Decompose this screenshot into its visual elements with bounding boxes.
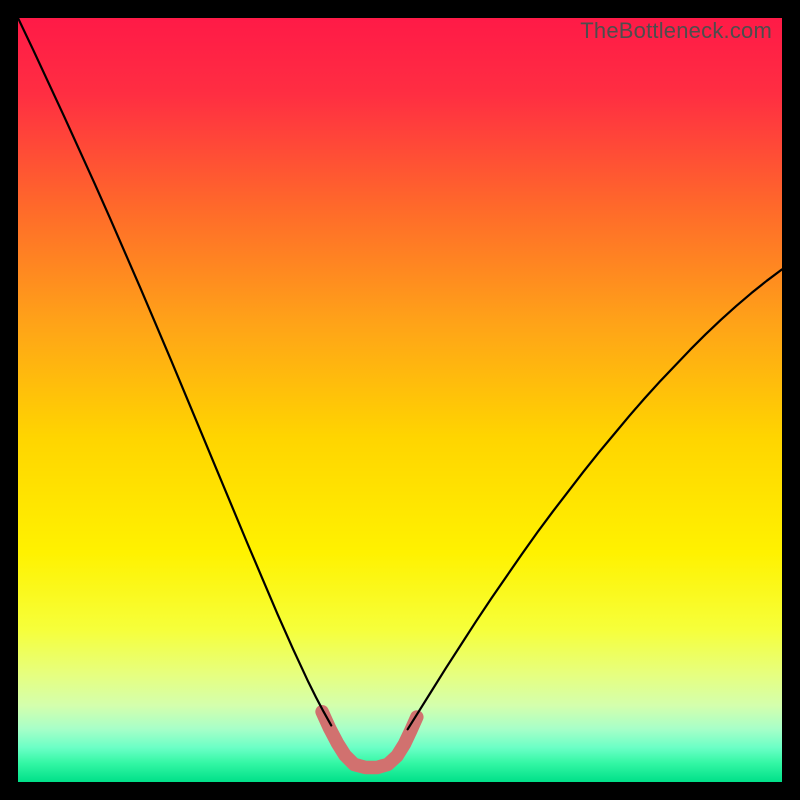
plot-area: [18, 18, 782, 782]
curves-layer: [18, 18, 782, 782]
watermark-text: TheBottleneck.com: [580, 18, 772, 44]
left-curve: [18, 18, 331, 725]
right-curve: [408, 269, 782, 729]
bottom-marker: [322, 712, 417, 768]
